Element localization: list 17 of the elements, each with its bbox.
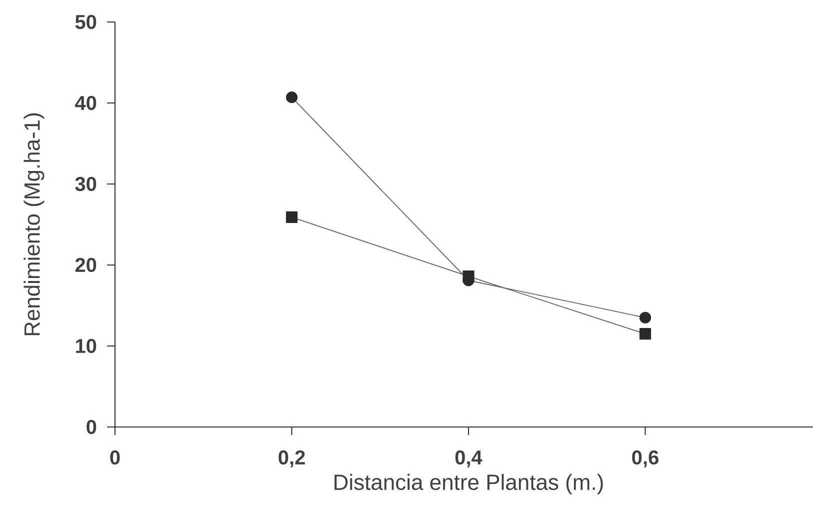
- x-tick-label: 0: [110, 450, 120, 465]
- y-tick-label: 10: [76, 338, 96, 354]
- point: [639, 328, 652, 340]
- point: [462, 270, 474, 282]
- x-axis-title: Distancia entre Plantas (m.): [334, 474, 603, 494]
- y-tick-label: 40: [75, 96, 96, 110]
- y-tick-label: 0: [86, 420, 96, 434]
- y-axis-title: Rendimiento (Mg.ha-1): [24, 113, 44, 336]
- point: [639, 312, 652, 324]
- x-tick-label: 0,2: [278, 450, 305, 468]
- y-tick-label: 20: [75, 258, 96, 272]
- point: [286, 92, 298, 104]
- x-tick-label: 0,6: [632, 450, 658, 468]
- point: [286, 211, 298, 224]
- y-tick-label: 30: [75, 176, 96, 192]
- y-tick-label: 50: [75, 14, 96, 30]
- x-tick-label: 0,4: [455, 450, 482, 468]
